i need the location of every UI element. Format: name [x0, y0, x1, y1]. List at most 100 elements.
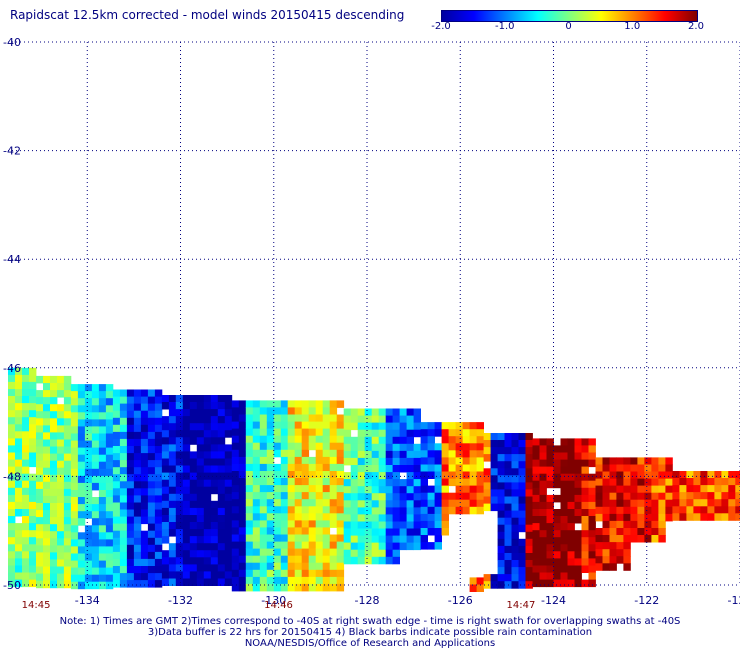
heat-cell [308, 520, 317, 528]
heat-cell [273, 463, 282, 472]
heat-cell [8, 389, 16, 397]
heat-cell [119, 573, 128, 581]
heat-cell [476, 584, 484, 592]
heat-cell [329, 562, 338, 571]
heat-cell [350, 472, 359, 480]
heat-cell [22, 452, 30, 460]
heat-cell [210, 515, 219, 523]
heat-cell [57, 481, 65, 490]
heat-cell [175, 479, 184, 488]
heat-cell [476, 436, 484, 444]
heat-cell [350, 535, 359, 544]
heat-cell [50, 545, 58, 553]
heat-cell [210, 564, 219, 572]
heat-cell [119, 488, 128, 496]
heat-cell [651, 506, 659, 515]
x-tick-label: -126 [448, 594, 473, 607]
heat-cell [609, 563, 617, 571]
heat-cell [175, 486, 184, 495]
heat-cell [385, 457, 394, 466]
heat-cell [112, 523, 121, 532]
heat-cell [196, 486, 205, 495]
heat-cell [133, 537, 142, 546]
heat-cell [399, 408, 407, 416]
heat-cell [392, 422, 400, 431]
heat-cell [665, 506, 673, 515]
heat-cell [63, 503, 72, 511]
heat-cell [385, 479, 394, 487]
heat-cell [497, 461, 505, 469]
heat-cell [455, 499, 463, 508]
heat-cell [189, 479, 198, 488]
heat-cell [595, 464, 603, 472]
heat-cell [322, 442, 331, 451]
heat-cell [504, 545, 512, 554]
heat-cell [29, 565, 37, 573]
heat-cell [399, 415, 407, 424]
heat-cell [448, 422, 456, 430]
heat-cell [189, 564, 198, 572]
heat-cell [637, 520, 645, 529]
heat-cell [112, 424, 121, 433]
heat-cell [126, 446, 135, 454]
heat-cell [182, 458, 191, 466]
heat-cell [70, 454, 79, 463]
heat-cell [22, 396, 30, 404]
heat-cell [15, 494, 23, 503]
heat-cell [364, 556, 373, 565]
heat-cell [273, 421, 282, 430]
heat-cell [22, 558, 30, 566]
heat-cell [140, 481, 149, 489]
heat-cell [658, 464, 666, 472]
heat-cell [266, 548, 275, 557]
heat-cell [147, 530, 156, 539]
heat-cell [77, 539, 86, 547]
heat-cell [462, 457, 470, 465]
heat-cell [161, 515, 170, 523]
heat-cell [357, 514, 366, 522]
heat-cell [553, 530, 561, 538]
heat-cell [364, 528, 373, 536]
heat-cell [22, 530, 30, 538]
heat-cell [36, 552, 44, 560]
heat-cell [392, 450, 400, 459]
heat-cell [364, 457, 373, 466]
heat-cell [15, 374, 23, 383]
heat-cell [182, 543, 191, 551]
heat-cell [602, 506, 610, 515]
heat-cell [560, 445, 568, 453]
heat-cell [245, 456, 254, 465]
heat-cell [329, 485, 338, 493]
heat-cell [8, 396, 16, 404]
heat-cell [693, 492, 701, 500]
heat-cell [8, 438, 16, 446]
heat-cell [36, 397, 44, 405]
heat-cell [595, 485, 603, 494]
heat-cell [399, 465, 407, 473]
heat-cell [98, 560, 107, 569]
heat-cell [350, 450, 359, 459]
heat-cell [273, 400, 282, 408]
heat-cell [371, 556, 380, 565]
heat-cell [50, 418, 58, 426]
heat-cell [168, 507, 177, 516]
heat-cell [574, 487, 582, 496]
heat-cell [735, 478, 740, 486]
heat-cell [469, 471, 477, 479]
heat-cell [231, 527, 240, 535]
heat-cell [455, 443, 463, 451]
heat-cell [133, 580, 142, 588]
heat-cell [595, 506, 603, 515]
heat-cell [448, 464, 456, 472]
heat-cell [224, 515, 233, 523]
heat-cell [29, 381, 37, 390]
heat-cell [217, 536, 226, 544]
heat-cell [322, 562, 331, 571]
heat-cell [245, 400, 254, 408]
heat-cell [371, 528, 380, 536]
heat-cell [154, 417, 163, 426]
heat-cell [595, 549, 603, 557]
heat-cell [196, 451, 205, 459]
heat-cell [77, 454, 86, 463]
heat-cell [525, 567, 533, 575]
